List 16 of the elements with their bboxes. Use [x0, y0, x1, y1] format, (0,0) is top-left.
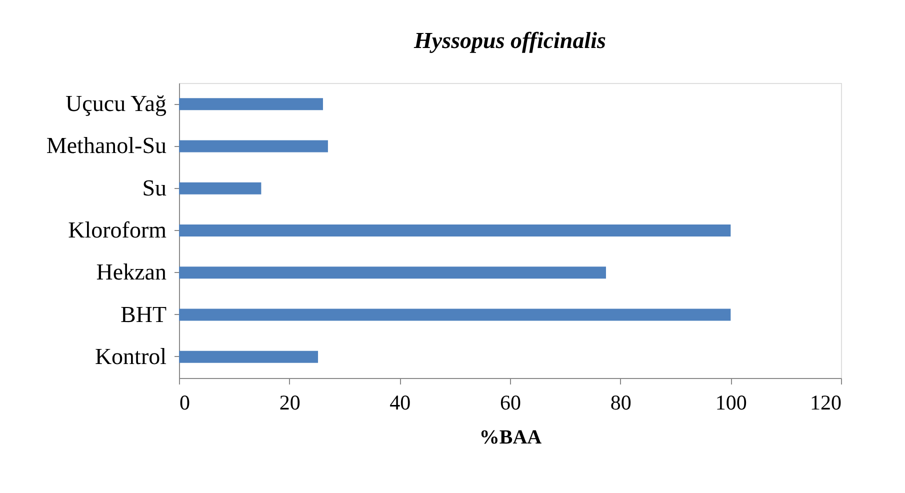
y-tick-label: BHT: [120, 302, 166, 327]
x-tick-label: 0: [180, 390, 190, 414]
y-tick-label: Su: [142, 175, 167, 200]
x-tick-label: 20: [279, 390, 300, 414]
x-tick-label: 40: [390, 390, 411, 414]
x-tick-label: 80: [610, 390, 632, 414]
x-tick-label: 60: [500, 390, 521, 414]
y-tick-label: Methanol-Su: [46, 133, 167, 158]
y-tick-label: Hekzan: [96, 260, 167, 285]
chart-title: Hyssopus officinalis: [413, 28, 606, 53]
y-tick-label: Kloroform: [68, 218, 167, 242]
y-tick-label: Uçucu Yağ: [66, 91, 167, 116]
y-tick-label: Kontrol: [94, 344, 166, 369]
x-tick-label: 100: [715, 390, 747, 414]
x-axis-title: %BAA: [479, 426, 542, 448]
x-tick-label: 120: [810, 390, 842, 414]
